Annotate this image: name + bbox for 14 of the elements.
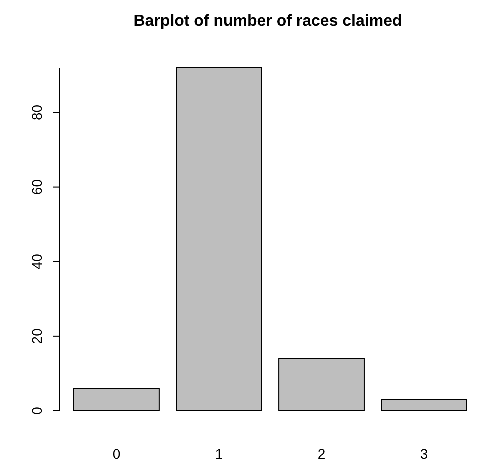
bar (176, 68, 262, 412)
bar (278, 358, 365, 412)
x-tick-label: 1 (215, 446, 224, 462)
bar (74, 388, 160, 412)
y-tick-label: 0 (29, 406, 45, 415)
y-tick-label: 60 (29, 179, 45, 196)
y-tick-label: 80 (29, 104, 45, 121)
y-tick-label: 20 (29, 328, 45, 344)
chart-title: Barplot of number of races claimed (134, 13, 402, 30)
bar (381, 399, 468, 412)
y-tick-label: 40 (29, 254, 45, 270)
x-tick-label: 3 (420, 446, 428, 462)
x-tick-label: 0 (112, 446, 121, 462)
x-tick-label: 2 (318, 446, 326, 462)
